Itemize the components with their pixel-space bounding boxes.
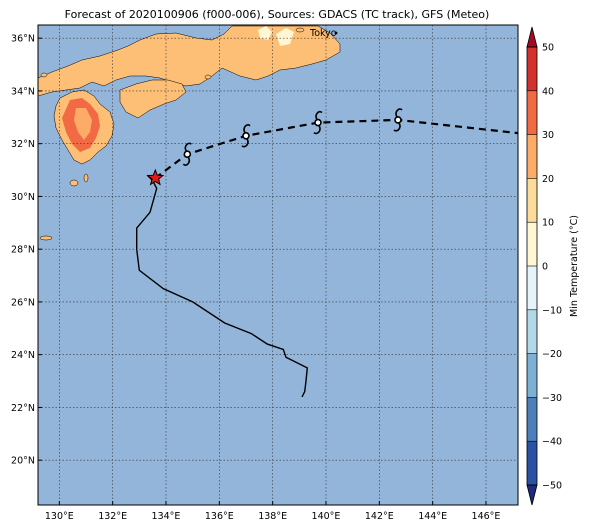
island [295,27,305,33]
y-tick-label: 32°N [11,139,35,150]
x-tick-label: 130°E [45,511,74,522]
forecast-track-line [154,118,518,179]
tc-tracks [135,108,518,398]
y-tick-label: 22°N [11,403,35,414]
y-tick-label: 28°N [11,245,35,256]
island [83,173,89,183]
colorbar-band [527,90,537,135]
shikoku-landmass [119,79,187,119]
y-tick-label: 30°N [11,192,35,203]
x-tick-label: 134°E [152,511,181,522]
honshu-landmass [38,25,341,97]
y-tick-label: 34°N [11,86,35,97]
current-position-star-icon [146,168,165,186]
colorbar-max-extend [526,26,538,48]
axis-ticks: 130°E 132°E 134°E 136°E 138°E 140°E 142°E 144°E… [11,34,500,522]
ocean-background [38,25,518,505]
colorbar-tick-label: 0 [542,262,548,273]
x-tick-label: 136°E [205,511,234,522]
colorbar-band [527,353,537,398]
island [204,74,212,80]
colorbar-tick-label: 50 [542,43,554,54]
y-tick-label: 24°N [11,350,35,361]
colorbar-label: Min Temperature (°C) [569,215,580,317]
figure-title: Forecast of 2020100906 (f000-006), Sourc… [65,8,490,21]
observed-track-line [135,174,309,398]
colorbar-min-extend [526,484,538,506]
city-label-tokyo: Tokyo [309,28,337,39]
colorbar-band [527,178,537,223]
cold-mountain-patch [276,28,294,46]
y-tick-label: 20°N [11,456,35,467]
colorbar-band [527,397,537,442]
map-panel: Tokyo 130°E 132°E 134°E 136°E 138°E 140°E 142°… [11,24,519,522]
colorbar-band [527,441,537,485]
lat-lon-grid [38,25,518,505]
island [69,179,79,187]
kyushu-warmer-core [74,108,92,140]
x-tick-label: 146°E [472,511,501,522]
cold-mountain-patch [258,26,272,40]
tropical-storm-icon [182,142,192,166]
colorbar-tick-label: 40 [542,86,554,97]
colorbar-tick-label: −20 [542,349,562,360]
x-tick-label: 142°E [365,511,394,522]
colorbar-band [527,266,537,310]
x-tick-label: 144°E [418,511,447,522]
tropical-storm-icon [313,110,323,135]
colorbar-tick-label: 30 [542,130,554,141]
colorbar-tick-label: −50 [542,481,562,492]
map-frame [37,24,519,506]
x-tick-label: 140°E [312,511,341,522]
x-tick-label: 132°E [98,511,127,522]
colorbar-band [527,309,537,354]
land-layer [38,25,341,241]
colorbar-tick-label: 10 [542,218,554,229]
colorbar-tick-label: −40 [542,437,562,448]
tropical-storm-icon [393,108,403,132]
colorbar-band [527,222,537,266]
island [39,235,53,241]
colorbar-band [527,134,537,179]
colorbar-tick-label: 20 [542,174,554,185]
colorbar-tick-label: −30 [542,393,562,404]
y-tick-label: 36°N [11,34,35,45]
x-tick-label: 138°E [258,511,287,522]
colorbar-band [527,47,537,91]
colorbar: 50 40 30 20 10 0 −10 −20 −30 −40 −50 [526,26,562,506]
tropical-storm-icon [241,124,251,148]
colorbar-tick-label: −10 [542,305,562,316]
island [40,72,48,78]
city-marker-tokyo [334,31,338,35]
y-tick-label: 26°N [11,297,35,308]
